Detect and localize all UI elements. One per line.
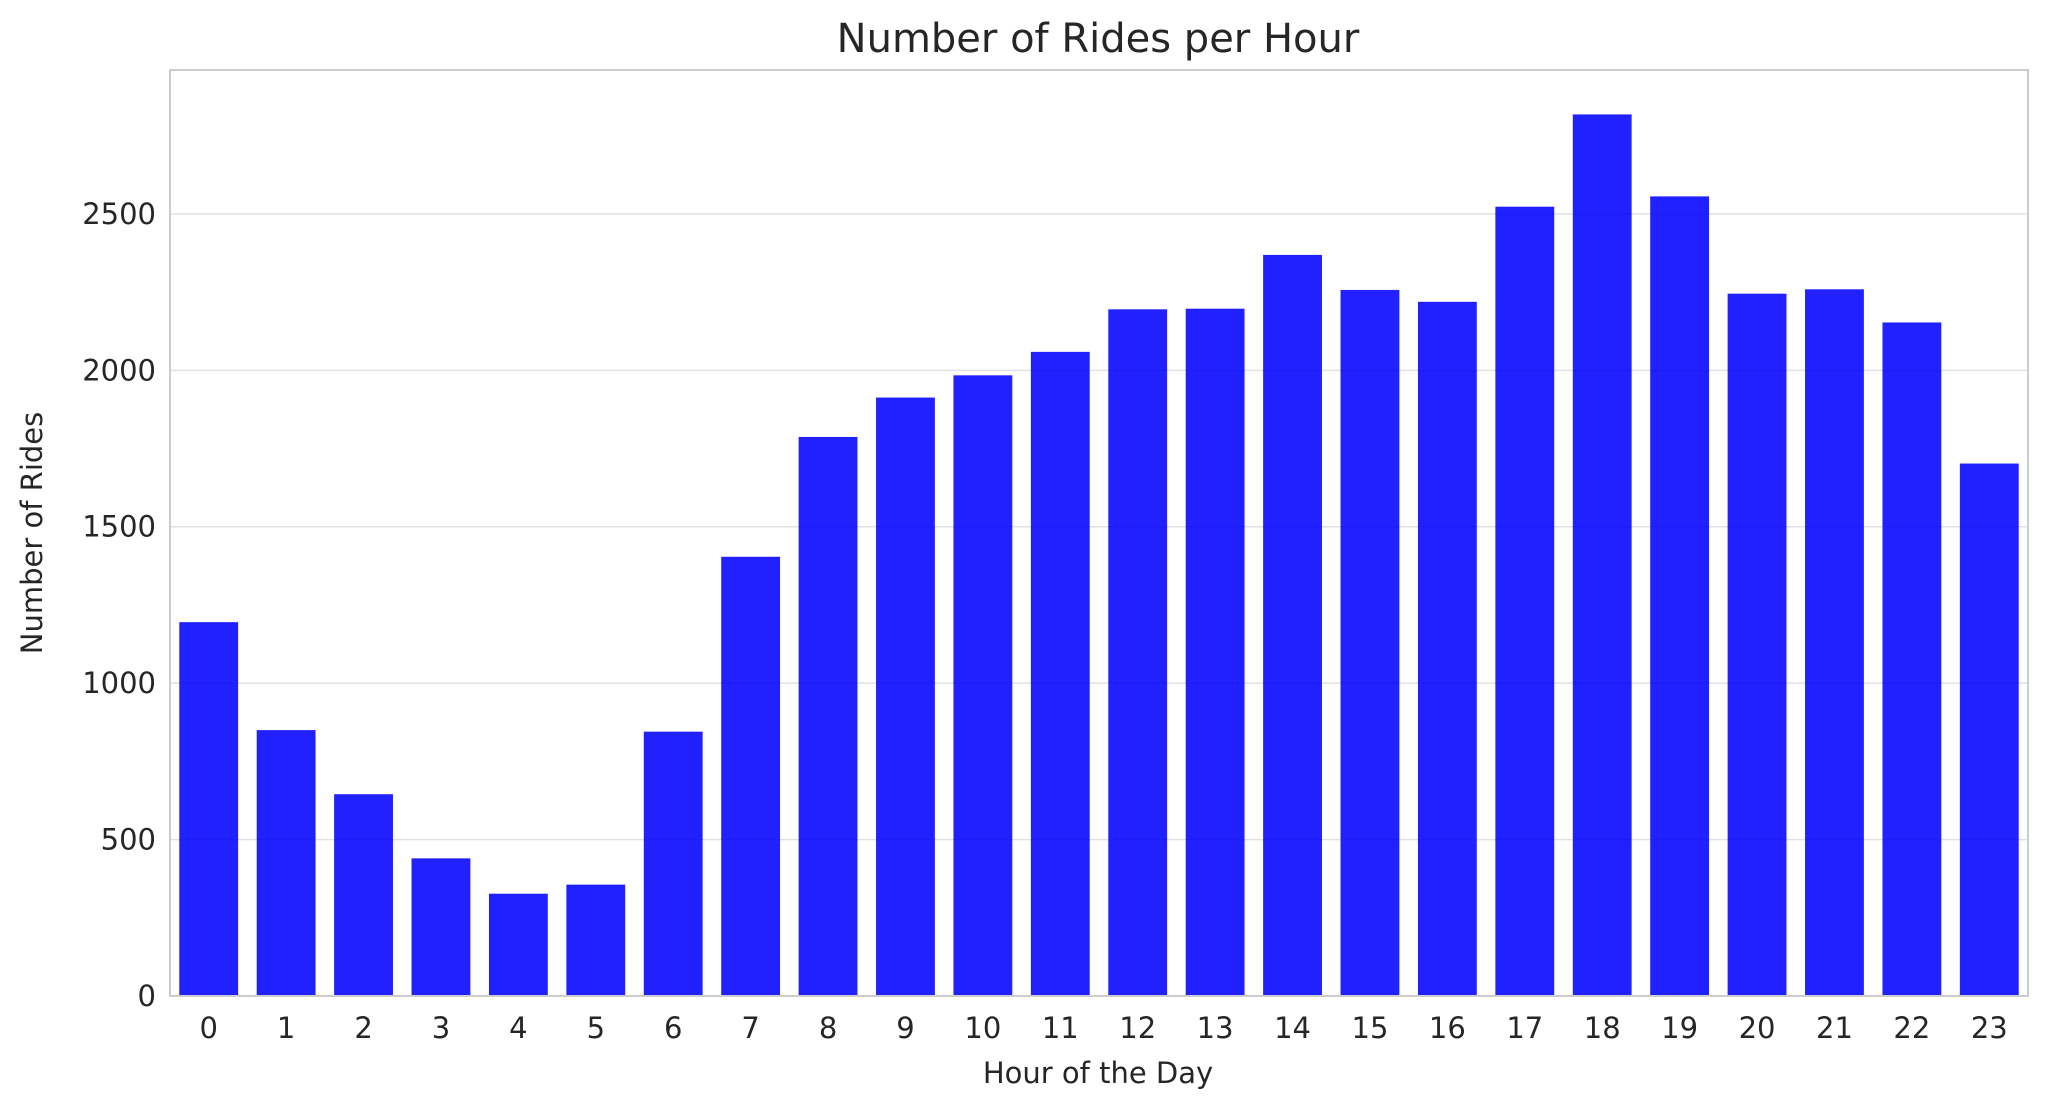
x-tick-label: 12 xyxy=(1119,1011,1156,1045)
bar-hour-13 xyxy=(1185,308,1245,996)
x-tick-label: 3 xyxy=(432,1011,450,1045)
x-tick-label: 16 xyxy=(1429,1011,1466,1045)
x-axis-ticks: 0 1 2 3 4 5 6 7 8 9 10 11 12 13 14 15 16 17 18 19 20 21 22 23 xyxy=(199,1011,2007,1045)
x-tick-label: 21 xyxy=(1816,1011,1853,1045)
bar-hour-4 xyxy=(488,893,548,996)
x-tick-label: 15 xyxy=(1352,1011,1389,1045)
y-tick-label: 2500 xyxy=(82,197,156,231)
x-tick-label: 22 xyxy=(1893,1011,1930,1045)
bar-hour-18 xyxy=(1572,114,1632,996)
y-axis-label: Number of Rides xyxy=(15,412,49,654)
grid-layer xyxy=(170,213,2028,841)
x-tick-label: 17 xyxy=(1506,1011,1543,1045)
x-tick-label: 8 xyxy=(819,1011,837,1045)
x-tick-label: 5 xyxy=(587,1011,605,1045)
x-axis-label: Hour of the Day xyxy=(983,1056,1213,1090)
x-tick-label: 18 xyxy=(1584,1011,1621,1045)
x-tick-label: 23 xyxy=(1971,1011,2008,1045)
bar-hour-8 xyxy=(798,436,858,997)
bar-hour-11 xyxy=(1030,351,1090,996)
bar-hour-20 xyxy=(1727,293,1787,996)
y-tick-label: 1500 xyxy=(82,510,156,544)
bar-hour-2 xyxy=(334,794,393,996)
bar-hour-1 xyxy=(256,730,316,996)
bar-hour-6 xyxy=(643,731,703,996)
bar-layer xyxy=(179,114,2019,997)
x-tick-label: 9 xyxy=(896,1011,914,1045)
y-tick-label: 2000 xyxy=(82,353,156,387)
bar-hour-3 xyxy=(411,858,471,996)
x-tick-label: 11 xyxy=(1042,1011,1079,1045)
bar-hour-0 xyxy=(179,622,239,996)
x-tick-label: 10 xyxy=(964,1011,1001,1045)
bar-hour-19 xyxy=(1650,196,1710,997)
x-tick-label: 0 xyxy=(199,1011,217,1045)
x-tick-label: 7 xyxy=(741,1011,759,1045)
bar-hour-16 xyxy=(1417,301,1477,996)
chart-title: Number of Rides per Hour xyxy=(837,16,1360,62)
bar-hour-5 xyxy=(566,884,626,996)
bar-hour-23 xyxy=(1959,463,2019,996)
bar-hour-10 xyxy=(953,375,1013,997)
x-tick-label: 14 xyxy=(1274,1011,1311,1045)
y-tick-label: 1000 xyxy=(82,666,156,700)
plot-frame xyxy=(169,69,2029,997)
bar-hour-22 xyxy=(1882,322,1942,996)
x-tick-label: 19 xyxy=(1661,1011,1698,1045)
bar-hour-17 xyxy=(1495,206,1555,996)
y-axis-ticks: 0 500 1000 1500 2000 2500 xyxy=(82,197,156,1013)
bar-hour-14 xyxy=(1263,254,1322,997)
bar-hour-21 xyxy=(1805,289,1864,996)
x-tick-label: 1 xyxy=(277,1011,295,1045)
x-tick-label: 13 xyxy=(1197,1011,1234,1045)
x-tick-label: 2 xyxy=(354,1011,372,1045)
bar-hour-9 xyxy=(876,397,935,996)
bar-hour-7 xyxy=(721,556,781,996)
y-tick-label: 0 xyxy=(138,979,156,1013)
x-tick-label: 20 xyxy=(1739,1011,1776,1045)
bar-hour-15 xyxy=(1340,289,1400,996)
y-tick-label: 500 xyxy=(101,823,156,857)
x-tick-label: 6 xyxy=(664,1011,682,1045)
bar-hour-12 xyxy=(1108,309,1168,997)
x-tick-label: 4 xyxy=(509,1011,527,1045)
